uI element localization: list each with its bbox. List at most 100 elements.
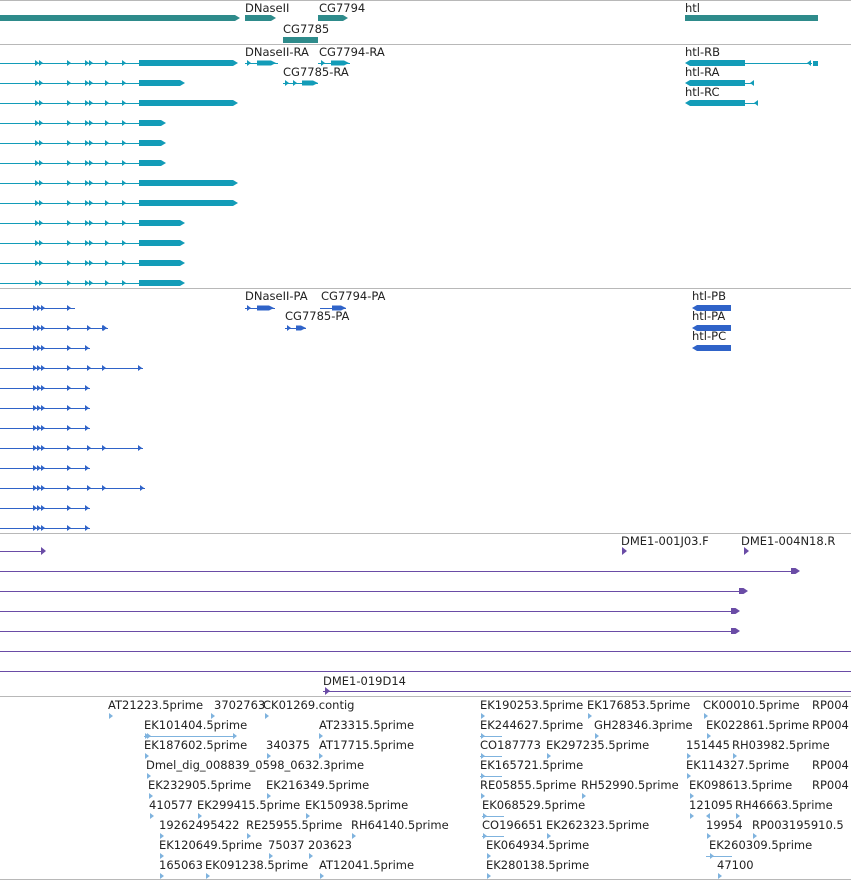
protein-exon [33,485,37,491]
est-label[interactable]: RH03982.5prime [732,738,830,752]
est-label[interactable]: RH52990.5prime [581,778,679,792]
mrna-exon [122,120,126,126]
est-glyph [269,853,273,859]
est-label[interactable]: RP004 [812,698,849,712]
est-label[interactable]: 340375 [266,738,310,752]
est-label[interactable]: 47100 [717,858,754,872]
est-label[interactable]: RE05855.5prime [480,778,577,792]
protein-exon [67,505,71,511]
mrna-exon [302,80,318,86]
mrna-exon [35,220,39,226]
protein-label[interactable]: htl-PA [692,309,726,323]
clone-label[interactable]: DME1-001J03.F [621,534,709,548]
est-label[interactable]: Dmel_dig_008839_0598_0632.3prime [146,758,365,772]
est-label[interactable]: 3702763 [214,698,266,712]
mrna-label[interactable]: CG7785-RA [283,65,349,79]
est-label[interactable]: EK101404.5prime [144,718,248,732]
est-label[interactable]: EK176853.5prime [587,698,691,712]
mrna-label[interactable]: CG7794-RA [319,45,385,59]
clone-label[interactable]: DME1-019D14 [323,674,406,688]
protein-exon [85,405,89,411]
est-label[interactable]: EK165721.5prime [480,758,584,772]
protein-exon [247,305,251,311]
mrna-exon [39,140,43,146]
est-label[interactable]: CK01269.contig [263,698,355,712]
est-glyph [487,853,491,859]
est-label[interactable]: AT17715.5prime [319,738,415,752]
gene-label[interactable]: CG7794 [319,1,366,15]
mrna-exon [35,280,39,286]
mrna-exon [67,220,71,226]
mrna-exon [139,120,166,126]
clone-label[interactable]: DME1-004N18.R [741,534,836,548]
est-label[interactable]: RE25955.5prime [246,818,343,832]
est-label[interactable]: GH28346.3prime [594,718,693,732]
est-label[interactable]: EK098613.5prime [689,778,793,792]
est-label[interactable]: 165063 [159,858,203,872]
est-label[interactable]: RP004 [812,718,849,732]
mrna-label[interactable]: DNaseII-RA [245,45,309,59]
protein-label[interactable]: CG7794-PA [321,289,386,303]
est-label[interactable]: EK064934.5prime [486,838,590,852]
protein-exon [33,325,37,331]
est-label[interactable]: RP004 [812,758,849,772]
est-label[interactable]: 121095 [689,798,733,812]
est-label[interactable]: 410577 [149,798,193,812]
est-label[interactable]: AT12041.5prime [319,858,415,872]
mrna-exon [122,220,126,226]
est-label[interactable]: EK187602.5prime [144,738,248,752]
mrna-exon [139,60,238,66]
protein-exon [33,445,37,451]
protein-label[interactable]: htl-PC [692,329,727,343]
est-label[interactable]: EK114327.5prime [686,758,790,772]
est-label[interactable]: EK216349.5prime [266,778,370,792]
mrna-exon [139,180,238,186]
est-label[interactable]: 19954 [706,818,743,832]
gene-label[interactable]: htl [685,1,700,15]
est-label[interactable]: EK150938.5prime [305,798,409,812]
est-label[interactable]: EK091238.5prime [205,858,309,872]
gene-label[interactable]: DNaseII [245,1,290,15]
est-label[interactable]: EK232905.5prime [148,778,252,792]
est-label[interactable]: EK280138.5prime [486,858,590,872]
mrna-exon [67,140,71,146]
protein-exon [692,305,731,311]
protein-exon [33,505,37,511]
est-label[interactable]: EK297235.5prime [546,738,650,752]
est-label[interactable]: EK190253.5prime [480,698,584,712]
est-label[interactable]: RH64140.5prime [351,818,449,832]
protein-exon [33,345,37,351]
gene-label[interactable]: CG7785 [283,22,330,36]
est-label[interactable]: CK00010.5prime [703,698,800,712]
est-glyph [147,773,151,779]
est-label[interactable]: RP004 [812,778,849,792]
est-label[interactable]: AT23315.5prime [319,718,415,732]
protein-exon [41,525,45,531]
est-label[interactable]: AT21223.5prime [108,698,204,712]
mrna-exon [105,140,109,146]
est-label[interactable]: CO196651 [482,818,543,832]
protein-label[interactable]: CG7785-PA [285,309,350,323]
mrna-label[interactable]: htl-RA [685,65,720,79]
est-label[interactable]: EK262323.5prime [546,818,650,832]
est-label[interactable]: EK068529.5prime [482,798,586,812]
est-label[interactable]: CO187773 [480,738,541,752]
est-label[interactable]: EK299415.5prime [197,798,301,812]
mrna-label[interactable]: htl-RC [685,85,720,99]
protein-label[interactable]: htl-PB [692,289,726,303]
mrna-exon [39,280,43,286]
est-label[interactable]: 19262495422 [159,818,240,832]
est-label[interactable]: EK120649.5prime [159,838,263,852]
est-label[interactable]: 75037 [268,838,305,852]
est-label[interactable]: EK260309.5prime [709,838,813,852]
mrna-exon [750,80,754,86]
est-label[interactable]: RP003195910.5 [752,818,844,832]
mrna-label[interactable]: htl-RB [685,45,721,59]
est-label[interactable]: RH46663.5prime [735,798,833,812]
est-label[interactable]: 151445 [686,738,730,752]
protein-label[interactable]: DNaseII-PA [245,289,308,303]
est-label[interactable]: EK244627.5prime [480,718,584,732]
est-label[interactable]: 203623 [308,838,352,852]
est-label[interactable]: EK022861.5prime [706,718,810,732]
